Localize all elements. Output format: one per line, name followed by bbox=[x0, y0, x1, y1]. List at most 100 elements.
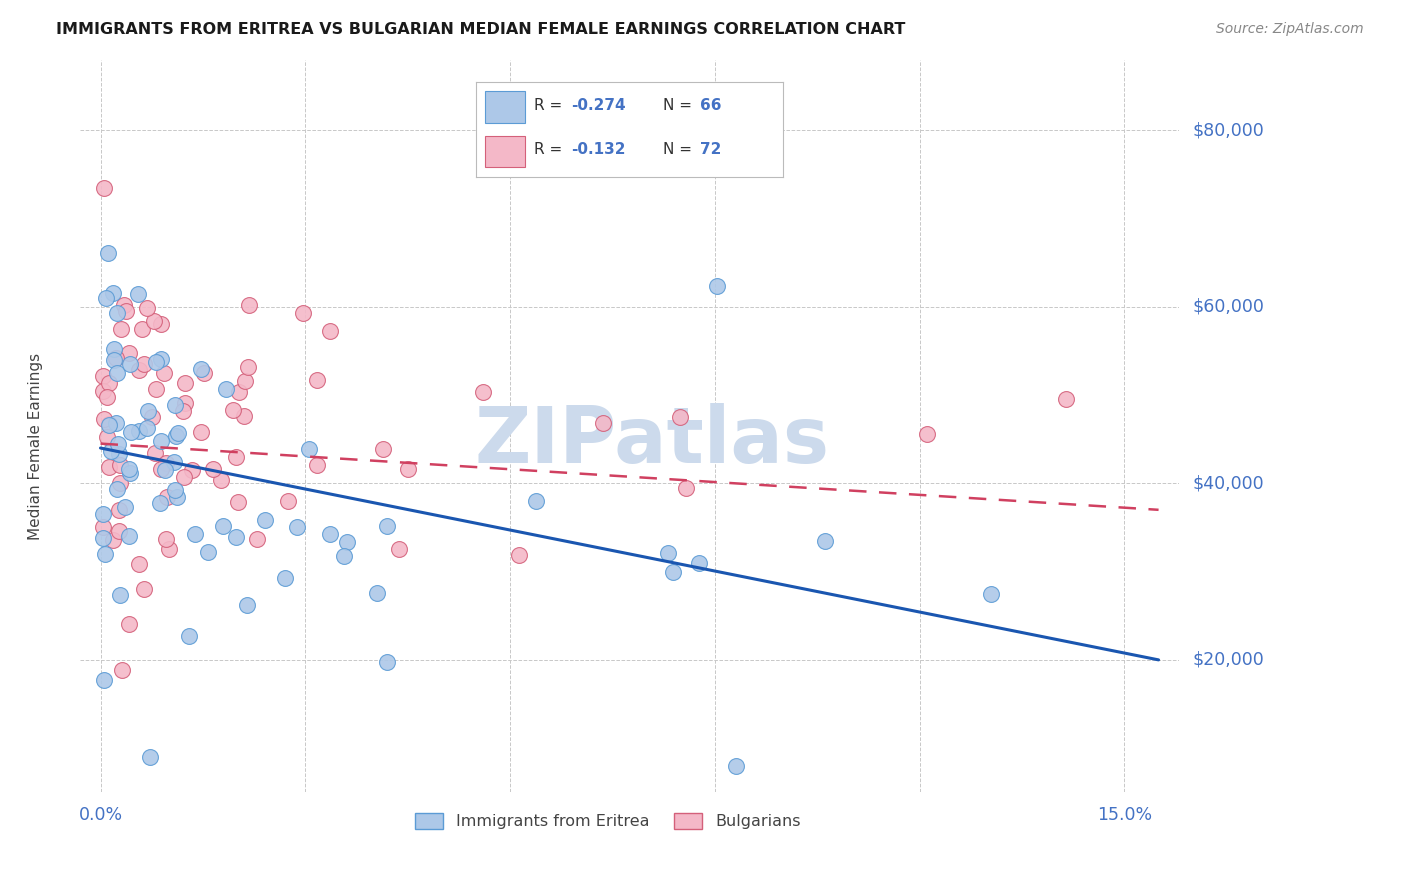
Point bbox=[336, 534, 359, 549]
Point bbox=[136, 404, 159, 418]
Point bbox=[291, 306, 314, 320]
Point bbox=[103, 342, 125, 356]
Point bbox=[111, 663, 134, 677]
Point bbox=[167, 425, 190, 440]
Point bbox=[127, 286, 149, 301]
Point bbox=[101, 285, 124, 300]
Point bbox=[202, 462, 225, 476]
Point bbox=[197, 545, 219, 559]
Point bbox=[132, 357, 155, 371]
Point bbox=[93, 412, 115, 426]
Legend: Immigrants from Eritrea, Bulgarians: Immigrants from Eritrea, Bulgarians bbox=[408, 806, 807, 836]
Point bbox=[145, 382, 167, 396]
Point bbox=[153, 366, 176, 380]
Point bbox=[662, 565, 685, 579]
Point bbox=[156, 490, 179, 504]
Point bbox=[980, 587, 1002, 601]
Point bbox=[157, 541, 180, 556]
Point bbox=[108, 476, 131, 491]
Text: $80,000: $80,000 bbox=[1192, 121, 1264, 139]
Point bbox=[233, 374, 256, 388]
Text: $40,000: $40,000 bbox=[1192, 475, 1264, 492]
Text: Source: ZipAtlas.com: Source: ZipAtlas.com bbox=[1216, 22, 1364, 37]
Text: Median Female Earnings: Median Female Earnings bbox=[28, 352, 42, 540]
Point bbox=[93, 673, 115, 688]
Point bbox=[131, 322, 153, 336]
Point bbox=[120, 357, 142, 371]
Point bbox=[238, 298, 260, 312]
Point bbox=[91, 368, 114, 383]
Point bbox=[128, 424, 150, 438]
Point bbox=[1054, 392, 1077, 407]
Point bbox=[143, 446, 166, 460]
Point bbox=[135, 420, 157, 434]
Point bbox=[108, 589, 131, 603]
Point bbox=[104, 351, 127, 366]
Text: 0.0%: 0.0% bbox=[79, 805, 122, 823]
Point bbox=[225, 450, 247, 465]
Point bbox=[190, 361, 212, 376]
Point bbox=[91, 520, 114, 534]
Point bbox=[298, 442, 321, 456]
Point bbox=[97, 376, 120, 390]
Point bbox=[165, 428, 187, 442]
Point bbox=[149, 434, 172, 448]
Point bbox=[165, 398, 187, 412]
Point bbox=[669, 410, 692, 425]
Point bbox=[285, 520, 308, 534]
Text: $20,000: $20,000 bbox=[1192, 651, 1264, 669]
Point bbox=[706, 278, 728, 293]
Point bbox=[377, 519, 399, 533]
Point bbox=[472, 385, 495, 400]
Point bbox=[305, 373, 328, 387]
Point bbox=[155, 463, 177, 477]
Point bbox=[174, 376, 197, 391]
Point bbox=[277, 494, 299, 508]
Point bbox=[228, 385, 250, 400]
Point bbox=[180, 463, 202, 477]
Point bbox=[145, 355, 167, 369]
Point bbox=[118, 529, 141, 543]
Point bbox=[215, 383, 238, 397]
Point bbox=[112, 298, 135, 312]
Point bbox=[139, 750, 162, 764]
Point bbox=[209, 473, 232, 487]
Point bbox=[100, 444, 122, 458]
Point bbox=[120, 466, 142, 480]
Point bbox=[333, 549, 356, 563]
Point bbox=[915, 426, 938, 441]
Point bbox=[97, 418, 120, 433]
Text: $60,000: $60,000 bbox=[1192, 298, 1264, 316]
Point bbox=[366, 586, 388, 600]
Point bbox=[388, 542, 411, 557]
Point bbox=[236, 599, 259, 613]
Point bbox=[136, 301, 159, 315]
Point bbox=[688, 556, 710, 570]
Point bbox=[128, 557, 150, 571]
Point bbox=[107, 447, 129, 461]
Point bbox=[97, 417, 120, 431]
Point bbox=[163, 455, 186, 469]
Point bbox=[93, 181, 115, 195]
Point bbox=[94, 291, 117, 305]
Point bbox=[114, 500, 136, 515]
Point bbox=[592, 416, 614, 430]
Point bbox=[149, 496, 172, 510]
Point bbox=[132, 582, 155, 597]
Point bbox=[319, 324, 342, 338]
Point bbox=[254, 513, 277, 527]
Point bbox=[97, 460, 120, 475]
Point bbox=[118, 461, 141, 475]
Point bbox=[96, 390, 118, 404]
Point bbox=[173, 469, 195, 483]
Point bbox=[155, 532, 177, 546]
Point bbox=[173, 396, 195, 410]
Text: 15.0%: 15.0% bbox=[1097, 805, 1152, 823]
Point bbox=[114, 304, 136, 318]
Point bbox=[814, 534, 837, 549]
Point bbox=[128, 363, 150, 377]
Point bbox=[155, 457, 177, 471]
Point bbox=[165, 483, 187, 497]
Point bbox=[105, 482, 128, 496]
Point bbox=[184, 526, 207, 541]
